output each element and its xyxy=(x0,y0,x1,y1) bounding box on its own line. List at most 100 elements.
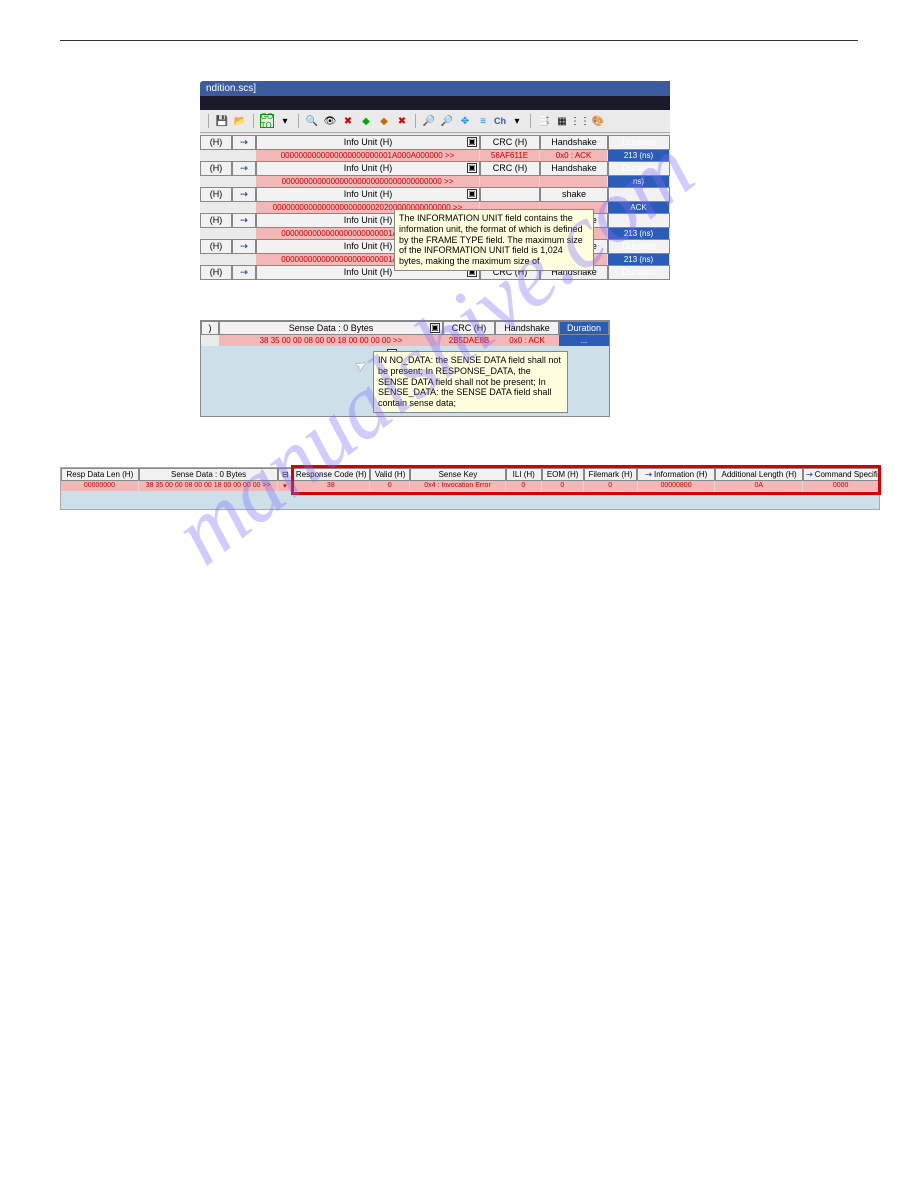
arrow-icon: ⇢ xyxy=(232,135,256,150)
separator xyxy=(253,114,254,128)
cell-info: 000000000000000000000000000000000000 >> xyxy=(256,176,480,187)
arrow-icon: ⇢ xyxy=(232,265,256,280)
list-icon[interactable]: ≡ xyxy=(476,114,490,128)
save-icon[interactable]: 💾 xyxy=(215,114,229,128)
col-info-label: Info Unit (H) xyxy=(344,241,393,251)
dropdown2-icon[interactable]: ▾ xyxy=(510,114,524,128)
toolbar: 💾 📂 GO TO ▾ 🔍 👁 ✖ ◆ ◆ ✖ 🔎 🔎 ✥ ≡ Ch ▾ 📑 ▦… xyxy=(200,110,670,133)
open-icon[interactable]: 📂 xyxy=(233,114,247,128)
cell-sense: 38 35 00 00 08 00 00 18 00 00 00 00 >> xyxy=(219,335,443,346)
data-row: 0000000000000000000000001A000A000000 >> … xyxy=(200,150,670,161)
cell-exp[interactable]: ▾ xyxy=(278,481,292,491)
channel-label[interactable]: Ch xyxy=(494,116,506,126)
zoom-out-icon[interactable]: 🔎 xyxy=(440,114,454,128)
flag2-icon[interactable]: ◆ xyxy=(377,114,391,128)
expand-icon[interactable]: ▣ xyxy=(430,323,440,333)
cell-hand xyxy=(540,176,608,187)
tooltip-sense-data: IN NO_DATA: the SENSE DATA field shall n… xyxy=(373,351,568,413)
pad xyxy=(200,176,256,187)
separator xyxy=(298,114,299,128)
arrow-icon: ⇢ xyxy=(806,470,813,479)
arrow-icon: ⇢ xyxy=(232,187,256,202)
col-duration: Duration xyxy=(608,265,670,280)
data-row: 00000000 38 35 00 00 08 00 00 18 00 00 0… xyxy=(61,481,879,491)
cell-filemark: 0 xyxy=(584,481,638,491)
col-handshake: Handshake xyxy=(540,161,608,176)
col-handshake: Handshake xyxy=(540,135,608,150)
window-title: ndition.scs] xyxy=(200,81,670,96)
header-row: (H) ⇢ Info Unit (H) ▣ CRC (H) Handshake … xyxy=(200,161,670,176)
col-resp-len: Resp Data Len (H) xyxy=(61,468,139,481)
cell-dur: 213 (ns) xyxy=(608,254,670,265)
screenshot-3: Resp Data Len (H) Sense Data : 0 Bytes ⊟… xyxy=(60,467,880,510)
dropdown-icon[interactable]: ▾ xyxy=(278,114,292,128)
zoom-in-icon[interactable]: 🔎 xyxy=(422,114,436,128)
col-duration: Duration xyxy=(608,239,670,254)
flag-icon[interactable]: ◆ xyxy=(359,114,373,128)
shot3-panel: Resp Data Len (H) Sense Data : 0 Bytes ⊟… xyxy=(60,467,880,510)
col-handshake: Handshake xyxy=(495,321,559,335)
screenshot-1: ndition.scs] 💾 📂 GO TO ▾ 🔍 👁 ✖ ◆ ◆ ✖ 🔎 🔎… xyxy=(200,81,670,280)
cell-dur: ... xyxy=(559,335,609,346)
pad xyxy=(200,228,256,239)
cell-dur: 213 (ns) xyxy=(608,150,670,161)
col-cmd-spec: ⇢Command Specifi xyxy=(803,468,879,481)
col-handshake: shake xyxy=(540,187,608,202)
col-sense[interactable]: Sense Data : 0 Bytes ▣ xyxy=(219,321,443,335)
find-next-icon[interactable]: 👁 xyxy=(323,114,337,128)
col-sense-key: Sense Key xyxy=(410,468,506,481)
col-eom: EOM (H) xyxy=(542,468,584,481)
tooltip-info-unit: The INFORMATION UNIT field contains the … xyxy=(394,209,594,271)
expand-icon[interactable]: ▣ xyxy=(467,163,477,173)
screenshot-2: ) Sense Data : 0 Bytes ▣ CRC (H) Handsha… xyxy=(200,320,610,417)
dots-icon[interactable]: ⋮⋮ xyxy=(573,114,587,128)
col-cmd-spec-label: Command Specifi xyxy=(815,470,878,479)
col-valid: Valid (H) xyxy=(370,468,410,481)
cell-add-len: 0A xyxy=(715,481,803,491)
grid-icon[interactable]: ▦ xyxy=(555,114,569,128)
col-h: (H) xyxy=(200,213,232,228)
arrow-icon: ⇢ xyxy=(232,161,256,176)
col-info[interactable]: Info Unit (H) ▣ xyxy=(256,161,480,176)
props-icon[interactable]: 📑 xyxy=(537,114,551,128)
header-row: (H) ⇢ Info Unit (H) ▣ shake xyxy=(200,187,670,202)
cell-resp-code: 38 xyxy=(292,481,370,491)
cell-dur: 213 (ns) xyxy=(608,228,670,239)
col-crc xyxy=(480,187,540,202)
col-duration: Duration xyxy=(608,135,670,150)
col-sense-label: Sense Data : 0 Bytes xyxy=(289,323,374,333)
col-duration xyxy=(608,213,670,228)
cell-valid: 0 xyxy=(370,481,410,491)
arrow-icon: ⇢ xyxy=(645,470,652,479)
col-h: (H) xyxy=(200,265,232,280)
find-icon[interactable]: 🔍 xyxy=(305,114,319,128)
shot2-panel: ) Sense Data : 0 Bytes ▣ CRC (H) Handsha… xyxy=(200,320,610,417)
cell-hand: 0x0 : ACK xyxy=(540,150,608,161)
clear-icon[interactable]: ✖ xyxy=(395,114,409,128)
collapse-icon[interactable]: ⊟ xyxy=(278,468,292,481)
col-crc: CRC (H) xyxy=(480,135,540,150)
header-row: ) Sense Data : 0 Bytes ▣ CRC (H) Handsha… xyxy=(201,321,609,335)
pad xyxy=(201,335,219,346)
pad xyxy=(200,254,256,265)
col-resp-code: Response Code (H) xyxy=(292,468,370,481)
col-information: ⇢Information (H) xyxy=(637,468,715,481)
col-info[interactable]: Info Unit (H) ▣ xyxy=(256,135,480,150)
move-icon[interactable]: ✥ xyxy=(458,114,472,128)
pad xyxy=(200,150,256,161)
cell-information: 00000800 xyxy=(638,481,716,491)
colors-icon[interactable]: 🎨 xyxy=(591,114,605,128)
col-h: (H) xyxy=(200,135,232,150)
col-h: (H) xyxy=(200,161,232,176)
col-h: (H) xyxy=(200,187,232,202)
expand-icon[interactable]: ▣ xyxy=(467,137,477,147)
goto-button[interactable]: GO TO xyxy=(260,114,274,128)
cell-hand: 0x0 : ACK xyxy=(495,335,559,346)
col-duration: Duration xyxy=(559,321,609,335)
col-duration: Duration xyxy=(608,161,670,176)
expand-icon[interactable]: ▣ xyxy=(467,189,477,199)
cell-eom: 0 xyxy=(542,481,584,491)
col-info[interactable]: Info Unit (H) ▣ xyxy=(256,187,480,202)
cancel-icon[interactable]: ✖ xyxy=(341,114,355,128)
header-row: (H) ⇢ Info Unit (H) ▣ CRC (H) Handshake … xyxy=(200,135,670,150)
